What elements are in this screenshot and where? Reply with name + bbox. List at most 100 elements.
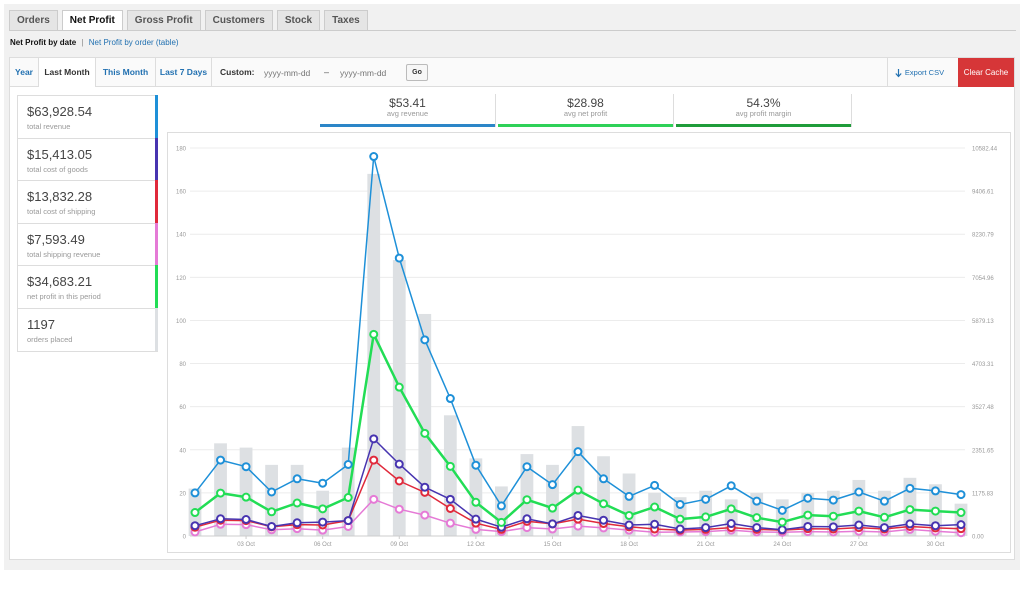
- subnav-current: Net Profit by date: [10, 38, 77, 47]
- orders-bar: [265, 464, 278, 536]
- series-point: [190, 488, 200, 498]
- tab-stock[interactable]: Stock: [276, 10, 321, 31]
- legend-label: orders placed: [27, 334, 73, 344]
- series-point: [930, 506, 940, 516]
- x-tick-label: 21 Oct: [697, 542, 715, 548]
- date-from-input[interactable]: [264, 65, 322, 80]
- tab-taxes[interactable]: Taxes: [324, 10, 368, 31]
- y-left-tick-label: 0: [183, 535, 187, 541]
- series-point: [241, 462, 251, 472]
- series-point: [522, 514, 532, 524]
- series-point: [854, 506, 864, 516]
- net-profit-chart: 0 20 40 60 80 100 120 140 160 180 0.00 1175.83 2351.…: [176, 147, 998, 549]
- export-csv-button[interactable]: Export CSV: [887, 58, 951, 87]
- y-right-tick-label: 1175.83: [972, 491, 994, 497]
- y-left-tick-label: 80: [179, 362, 186, 368]
- series-point: [930, 486, 940, 496]
- tab-net-profit[interactable]: Net Profit: [61, 10, 123, 31]
- legend-color-bar: [155, 137, 158, 180]
- series-point: [369, 329, 379, 339]
- range-tab-last-month[interactable]: Last Month: [39, 58, 96, 87]
- legend-item[interactable]: $7,593.49 total shipping revenue: [18, 222, 158, 266]
- subnav-link-by-order[interactable]: Net Profit by order (table): [88, 38, 179, 47]
- x-tick-label: 06 Oct: [314, 542, 332, 548]
- series-point: [394, 476, 404, 486]
- series-point: [292, 474, 302, 484]
- tab-gross-profit[interactable]: Gross Profit: [126, 10, 201, 31]
- series-point: [701, 512, 711, 522]
- series-point: [216, 455, 226, 465]
- legend-color-bar: [155, 307, 158, 351]
- series-point: [777, 525, 787, 535]
- series-point: [803, 510, 813, 520]
- legend-color-bar: [155, 265, 158, 308]
- tab-customers[interactable]: Customers: [204, 10, 273, 31]
- series-point: [369, 455, 379, 465]
- summary-label: avg profit margin: [735, 109, 792, 118]
- legend-item[interactable]: $34,683.21 net profit in this period: [18, 265, 158, 309]
- orders-bar: [622, 473, 636, 536]
- series-point: [394, 459, 404, 469]
- legend-item[interactable]: $15,413.05 total cost of goods: [18, 137, 158, 181]
- report-panel: Year Last Month This Month Last 7 Days C…: [9, 57, 1015, 560]
- orders-bar: [418, 313, 432, 536]
- series-point: [854, 487, 864, 497]
- y-left-tick-label: 100: [176, 319, 187, 325]
- legend-item[interactable]: 1197 orders placed: [18, 307, 158, 351]
- custom-label: Custom:: [220, 67, 255, 77]
- series-point: [471, 460, 481, 470]
- series-point: [752, 496, 762, 506]
- series-point: [879, 523, 889, 533]
- legend-value: $15,413.05: [27, 146, 93, 162]
- series-point: [318, 478, 328, 488]
- series-point: [445, 461, 455, 471]
- series-point: [905, 483, 915, 493]
- series-point: [701, 523, 711, 533]
- series-point: [956, 508, 966, 518]
- series-point: [930, 521, 940, 531]
- series-point: [828, 511, 838, 521]
- range-tab-this-month[interactable]: This Month: [96, 58, 156, 87]
- series-point: [292, 498, 302, 508]
- orders-bar: [520, 454, 534, 536]
- x-tick-label: 27 Oct: [850, 542, 868, 548]
- series-point: [445, 504, 455, 514]
- subnav: Net Profit by date | Net Profit by order…: [10, 38, 179, 47]
- tab-orders[interactable]: Orders: [9, 10, 58, 31]
- series-point: [956, 520, 966, 530]
- legend-value: $34,683.21: [27, 274, 93, 289]
- series-point: [471, 514, 481, 524]
- legend-value: 1197: [27, 316, 55, 332]
- series-point: [650, 502, 660, 512]
- legend-item[interactable]: $63,928.54 total revenue: [18, 95, 158, 139]
- legend-color-bar: [155, 180, 158, 223]
- clear-cache-button[interactable]: Clear Cache: [958, 58, 1014, 87]
- report-tabs: Orders Net Profit Gross Profit Customers Sto…: [9, 10, 368, 31]
- summary-stat: 54.3% avg profit margin: [676, 94, 852, 127]
- date-to-input[interactable]: [340, 65, 398, 80]
- chart-legend: $63,928.54 total revenue $15,413.05 total c…: [17, 95, 158, 352]
- series-point: [420, 482, 430, 492]
- go-button[interactable]: Go: [406, 64, 428, 81]
- series-point: [828, 522, 838, 532]
- series-point: [650, 519, 660, 529]
- y-right-tick-label: 5879.13: [972, 319, 994, 325]
- range-tab-year[interactable]: Year: [10, 58, 39, 87]
- range-tab-last-7-days[interactable]: Last 7 Days: [156, 58, 212, 87]
- series-point: [573, 485, 583, 495]
- series-point: [675, 499, 685, 509]
- series-point: [343, 493, 353, 503]
- series-point: [267, 521, 277, 531]
- orders-bar: [392, 260, 406, 536]
- y-left-tick-label: 20: [179, 491, 186, 497]
- series-point: [343, 516, 353, 526]
- y-right-tick-label: 9406.61: [972, 190, 994, 196]
- summary-value: 54.3%: [746, 96, 781, 110]
- summary-label: avg net profit: [563, 109, 608, 118]
- series-point: [675, 514, 685, 524]
- legend-label: total cost of shipping: [27, 207, 96, 216]
- series-point: [624, 510, 634, 520]
- x-tick-label: 09 Oct: [390, 542, 408, 548]
- legend-item[interactable]: $13,832.28 total cost of shipping: [18, 180, 158, 224]
- subnav-separator: |: [81, 38, 84, 47]
